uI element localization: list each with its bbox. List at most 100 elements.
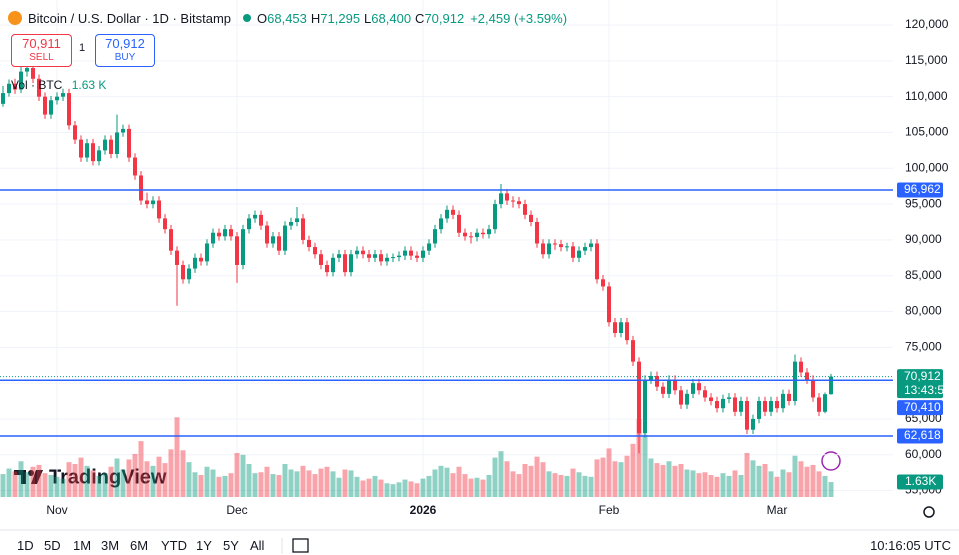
- candle-body: [175, 250, 179, 265]
- candle-body: [463, 232, 467, 237]
- candle-body: [271, 236, 275, 244]
- volume-bar: [246, 464, 252, 497]
- volume-bar: [744, 453, 750, 497]
- ohlc-value: 68,453: [267, 10, 307, 26]
- candle-body: [187, 268, 191, 280]
- candle-body: [337, 254, 341, 258]
- candle-body: [673, 379, 677, 391]
- candle-body: [451, 209, 455, 215]
- candle-body: [643, 379, 647, 434]
- volume-bar: [384, 483, 390, 497]
- candle-body: [349, 254, 353, 273]
- volume-bar: [336, 477, 342, 497]
- range-button[interactable]: 5Y: [223, 538, 239, 553]
- volume-bar: [42, 473, 48, 497]
- volume-bar: [654, 463, 660, 497]
- volume-bar: [546, 471, 552, 497]
- volume-bar: [426, 475, 432, 497]
- volume-bar: [174, 417, 180, 497]
- range-button[interactable]: YTD: [161, 538, 187, 553]
- candle-body: [583, 247, 587, 251]
- buy-button[interactable]: 70,912 BUY: [95, 34, 155, 67]
- volume-bar: [126, 459, 132, 497]
- volume-bar: [144, 461, 150, 497]
- range-button[interactable]: 1D: [17, 538, 34, 553]
- candle-body: [421, 250, 425, 258]
- candle-body: [85, 143, 89, 158]
- volume-bar: [72, 464, 78, 497]
- countdown-label: 13:43:54: [904, 383, 951, 397]
- ohlc-key: C: [415, 10, 425, 26]
- candle-body: [127, 128, 131, 158]
- candle-body: [61, 93, 65, 97]
- volume-bar: [612, 461, 618, 497]
- volume-bar: [726, 475, 732, 497]
- candle-body: [607, 286, 611, 323]
- candle-body: [121, 128, 125, 133]
- range-button[interactable]: 1M: [73, 538, 92, 553]
- volume-bar: [462, 474, 468, 497]
- volume-bar: [0, 474, 6, 497]
- volume-bar: [390, 484, 396, 497]
- range-button[interactable]: All: [250, 538, 265, 553]
- settings-icon[interactable]: [923, 506, 935, 518]
- range-button[interactable]: 1Y: [196, 538, 212, 553]
- volume-bar: [786, 472, 792, 497]
- volume-bar: [6, 468, 12, 497]
- candle-body: [205, 243, 209, 262]
- volume-bar: [288, 469, 294, 497]
- candle-body: [67, 93, 71, 126]
- volume-bar: [570, 468, 576, 497]
- candle-body: [631, 340, 635, 362]
- candle-body: [571, 246, 575, 258]
- volume-bar: [804, 466, 810, 497]
- candle-body: [769, 401, 773, 412]
- volume-bar: [624, 455, 630, 497]
- y-tick-label: 80,000: [905, 304, 942, 318]
- x-tick-label: Dec: [226, 503, 247, 517]
- volume-bar: [690, 470, 696, 497]
- volume-bar: [510, 471, 516, 497]
- volume-bar: [258, 472, 264, 497]
- alert-icon[interactable]: [821, 451, 841, 471]
- volume-bar: [540, 462, 546, 497]
- candle-body: [727, 397, 731, 399]
- volume-bar: [600, 457, 606, 497]
- range-button[interactable]: 6M: [130, 538, 149, 553]
- volume-bar: [522, 464, 528, 497]
- candle-body: [601, 279, 605, 287]
- volume-bar: [648, 458, 654, 497]
- volume-bar: [204, 466, 210, 497]
- volume-bar: [30, 466, 36, 497]
- volume-bar: [48, 475, 54, 497]
- volume-bar: [108, 466, 114, 497]
- candle-body: [283, 225, 287, 251]
- range-button[interactable]: 5D: [44, 538, 61, 553]
- symbol-title[interactable]: Bitcoin / U.S. Dollar · 1D · Bitstamp: [28, 10, 231, 26]
- volume-bar: [702, 472, 708, 497]
- volume-bar: [102, 473, 108, 497]
- volume-bar: [138, 441, 144, 497]
- sell-button[interactable]: 70,911 SELL: [11, 34, 72, 67]
- candle-body: [79, 139, 83, 158]
- volume-bar: [750, 460, 756, 497]
- volume-bar: [306, 470, 312, 497]
- candle-body: [829, 376, 833, 395]
- volume-bar: [810, 464, 816, 497]
- candle-body: [661, 386, 665, 394]
- volume-bar: [792, 455, 798, 497]
- candle-body: [655, 375, 659, 387]
- candle-body: [169, 229, 173, 251]
- candle-body: [385, 257, 389, 262]
- x-tick-label: Feb: [599, 503, 620, 517]
- calendar-icon[interactable]: [292, 538, 309, 553]
- candle-body: [481, 232, 485, 235]
- candle-body: [49, 100, 53, 115]
- candle-body: [823, 394, 827, 412]
- price-line-label: 96,962: [904, 182, 941, 196]
- y-tick-label: 100,000: [905, 160, 949, 174]
- volume-bar: [732, 470, 738, 497]
- range-button[interactable]: 3M: [101, 538, 120, 553]
- candle-body: [697, 383, 701, 391]
- volume-title: Vol · BTC: [11, 78, 63, 92]
